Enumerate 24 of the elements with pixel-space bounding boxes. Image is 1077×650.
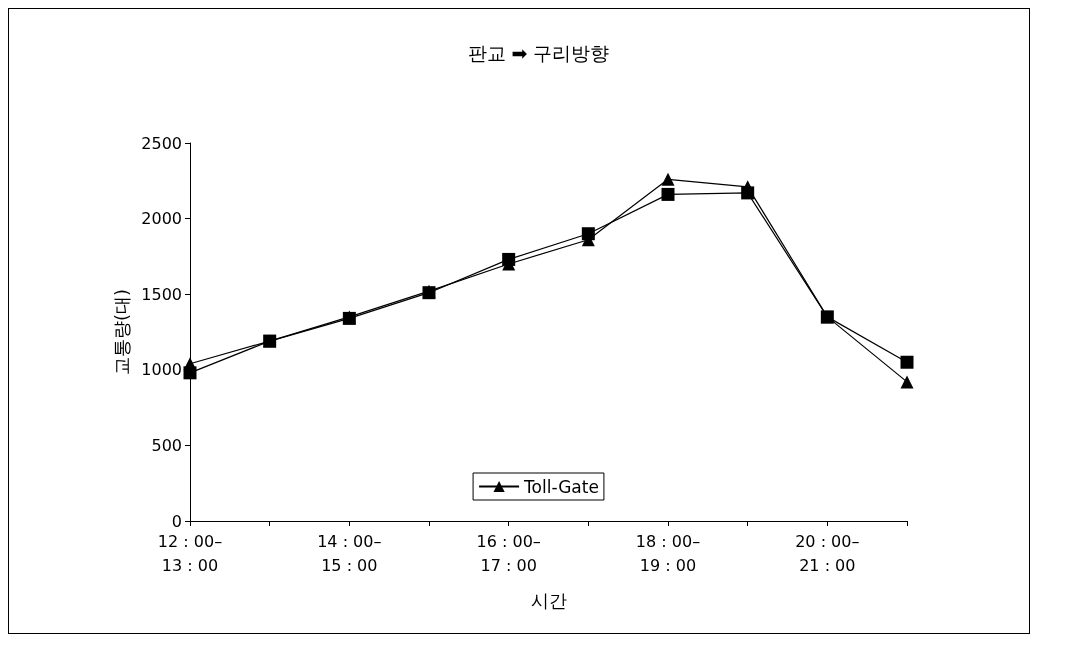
x-tick-label: 18 : 00– 19 : 00 — [635, 531, 701, 575]
point — [581, 227, 595, 241]
point — [900, 355, 914, 369]
point — [183, 366, 197, 380]
point — [900, 375, 914, 389]
y-tick-label: 2000 — [141, 209, 182, 229]
point — [741, 186, 755, 200]
point — [263, 334, 277, 348]
x-tick-label: 16 : 00– 17 : 00 — [476, 531, 541, 575]
y-tick-label: 0 — [171, 511, 182, 531]
y-tick-label: 1500 — [141, 284, 182, 304]
y-tick-label: 2500 — [141, 133, 182, 153]
x-axis-title: 시간 — [530, 589, 567, 611]
y-tick-label: 500 — [151, 435, 182, 455]
x-tick-label: 20 : 00– 21 : 00 — [795, 531, 860, 575]
point — [502, 252, 516, 266]
x-tick-label: 14 : 00– 15 : 00 — [317, 531, 382, 575]
x-tick-label: 12 : 00– 13 : 00 — [157, 531, 223, 575]
legend-label: Toll-Gate — [523, 476, 599, 497]
point — [661, 187, 675, 201]
y-tick-label: 1000 — [141, 360, 182, 380]
chart-title: 판교 ➡ 구리방향 — [467, 41, 610, 64]
point — [661, 172, 675, 186]
y-axis-title: 교통량(대) — [110, 288, 132, 376]
